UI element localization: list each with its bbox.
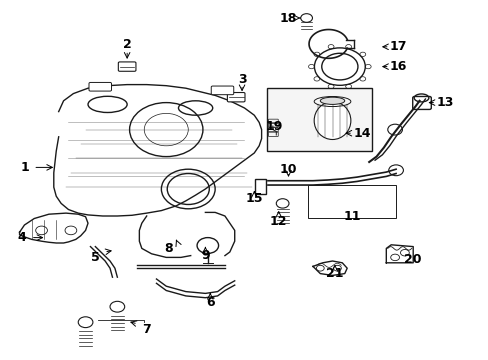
Text: 19: 19 bbox=[264, 120, 282, 132]
Polygon shape bbox=[20, 213, 88, 243]
Text: 5: 5 bbox=[91, 251, 100, 264]
Text: 13: 13 bbox=[435, 96, 453, 109]
Text: 20: 20 bbox=[404, 253, 421, 266]
Bar bbox=[255, 179, 265, 194]
FancyBboxPatch shape bbox=[227, 93, 244, 102]
FancyBboxPatch shape bbox=[89, 82, 111, 91]
FancyBboxPatch shape bbox=[118, 62, 136, 71]
Bar bbox=[307, 185, 395, 218]
Polygon shape bbox=[54, 85, 261, 216]
Text: 9: 9 bbox=[201, 249, 209, 262]
Text: 8: 8 bbox=[164, 242, 173, 255]
Text: 11: 11 bbox=[343, 210, 360, 222]
Polygon shape bbox=[312, 261, 346, 275]
Text: 4: 4 bbox=[18, 231, 26, 244]
Ellipse shape bbox=[320, 97, 344, 104]
Text: 2: 2 bbox=[122, 39, 131, 51]
Text: 16: 16 bbox=[389, 60, 407, 73]
Text: 21: 21 bbox=[325, 267, 343, 280]
Text: 7: 7 bbox=[142, 323, 151, 336]
Text: 1: 1 bbox=[20, 161, 29, 174]
Text: 3: 3 bbox=[237, 73, 246, 86]
Text: 6: 6 bbox=[205, 296, 214, 309]
Text: 14: 14 bbox=[352, 127, 370, 140]
Text: 10: 10 bbox=[279, 163, 297, 176]
Text: 15: 15 bbox=[245, 192, 263, 204]
Bar bbox=[266, 88, 371, 151]
FancyBboxPatch shape bbox=[211, 86, 233, 95]
Text: 12: 12 bbox=[269, 215, 287, 228]
Text: 18: 18 bbox=[279, 12, 297, 24]
Text: 17: 17 bbox=[389, 40, 407, 53]
Ellipse shape bbox=[314, 102, 350, 139]
Polygon shape bbox=[386, 245, 412, 263]
